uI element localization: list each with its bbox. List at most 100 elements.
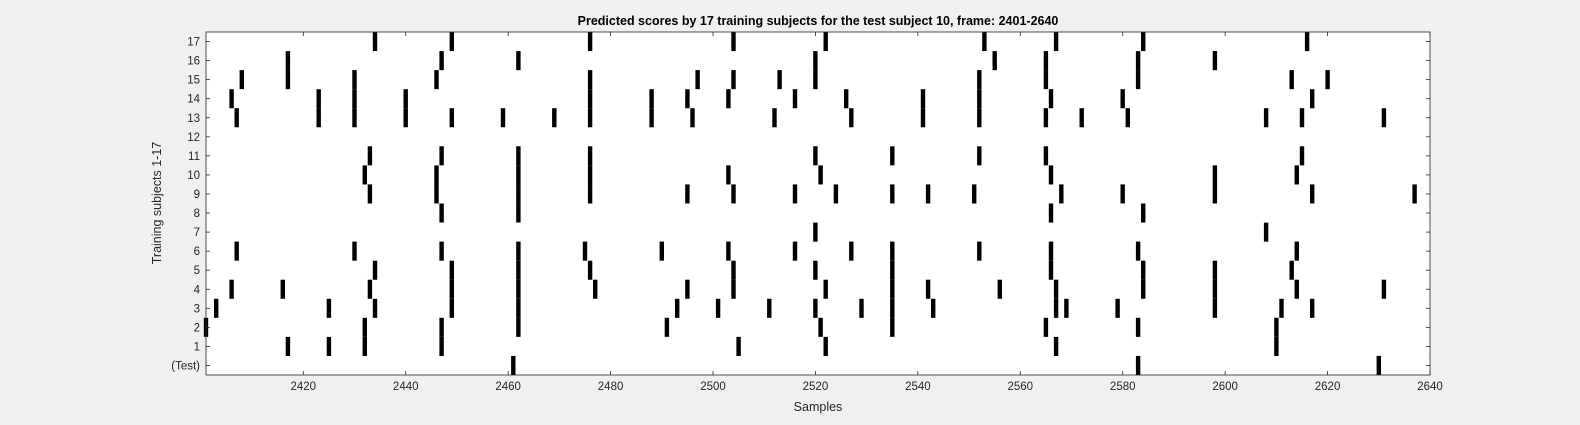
score-bar: [516, 298, 521, 318]
score-bar: [890, 279, 895, 299]
score-bar: [1048, 241, 1054, 261]
score-bar: [516, 241, 521, 261]
score-bar: [234, 108, 239, 128]
score-bar: [1212, 184, 1218, 204]
score-bar: [280, 279, 285, 299]
score-bar: [587, 89, 593, 109]
score-bar: [890, 146, 895, 166]
score-bar: [997, 279, 1002, 299]
score-bar: [516, 317, 521, 337]
y-tick-label: (Test): [171, 360, 200, 372]
score-bar: [439, 146, 444, 166]
score-bar: [1043, 51, 1049, 71]
y-axis-label: Training subjects 1-17: [150, 142, 164, 265]
score-bar: [849, 108, 854, 128]
x-tick-label: 2640: [1417, 381, 1443, 393]
score-bar: [1053, 279, 1059, 299]
score-bar: [1043, 70, 1049, 90]
score-bar: [352, 89, 357, 109]
score-bar: [1412, 184, 1417, 204]
score-bar: [925, 279, 931, 299]
score-bar: [1125, 108, 1130, 128]
score-bar: [229, 279, 234, 299]
score-bar: [1274, 336, 1279, 356]
score-bar: [434, 70, 439, 90]
score-bar: [890, 241, 895, 261]
score-bar: [1048, 89, 1054, 109]
score-bar: [1141, 32, 1146, 52]
y-tick-label: 5: [194, 265, 200, 277]
score-bar: [664, 317, 670, 337]
score-bar: [931, 298, 936, 318]
score-bar: [1053, 298, 1059, 318]
score-bar: [890, 317, 895, 337]
score-bar: [920, 89, 926, 109]
x-tick-label: 2420: [291, 381, 317, 393]
score-bar: [1304, 32, 1310, 52]
score-bar: [516, 260, 521, 280]
score-bar: [849, 241, 854, 261]
score-bar: [977, 241, 982, 261]
score-bar: [859, 298, 864, 318]
score-bar: [439, 317, 444, 337]
y-tick-label: 2: [194, 322, 200, 334]
x-tick-label: 2500: [700, 381, 726, 393]
score-bar: [792, 241, 798, 261]
score-bar: [972, 184, 977, 204]
score-bar: [403, 108, 408, 128]
score-bar: [1135, 241, 1141, 261]
score-bar: [439, 336, 444, 356]
score-bar: [449, 32, 454, 52]
score-bar: [844, 89, 849, 109]
score-bar: [767, 298, 772, 318]
score-bar: [1135, 317, 1141, 337]
score-bar: [372, 298, 378, 318]
score-bar: [1376, 355, 1381, 375]
score-bar: [890, 298, 895, 318]
y-tick-label: 3: [194, 303, 200, 315]
score-bar: [234, 241, 239, 261]
score-bar: [285, 70, 291, 90]
x-tick-label: 2600: [1212, 381, 1238, 393]
score-bar: [214, 298, 219, 318]
score-bar: [1120, 89, 1125, 109]
bar-layer: [203, 32, 1417, 375]
x-axis-label: Samples: [794, 400, 843, 414]
score-bar: [516, 165, 521, 185]
score-bar: [772, 108, 777, 128]
score-bar: [1048, 165, 1054, 185]
score-bar: [1115, 298, 1120, 318]
score-bar: [813, 298, 818, 318]
score-bar: [326, 298, 332, 318]
score-bar: [690, 108, 695, 128]
y-tick-label: 12: [187, 132, 200, 144]
score-bar: [813, 222, 818, 242]
score-bar: [516, 146, 521, 166]
score-bar: [890, 184, 895, 204]
score-bar: [1141, 203, 1146, 223]
score-bar: [439, 203, 444, 223]
score-bar: [500, 108, 506, 128]
chart-title: Predicted scores by 17 training subjects…: [578, 14, 1059, 28]
score-bar: [1212, 260, 1218, 280]
score-bar: [649, 108, 654, 128]
score-bar: [1279, 298, 1284, 318]
score-bar: [1289, 260, 1294, 280]
score-bar: [326, 336, 332, 356]
x-tick-label: 2520: [803, 381, 829, 393]
y-tick-label: 13: [187, 113, 200, 125]
score-bar: [726, 89, 731, 109]
score-bar: [726, 241, 731, 261]
score-bar: [516, 203, 521, 223]
score-bar: [1141, 260, 1146, 280]
score-bar: [439, 51, 444, 71]
score-bar: [403, 89, 408, 109]
score-bar: [1053, 336, 1059, 356]
score-bar: [823, 336, 828, 356]
score-bar: [582, 241, 588, 261]
score-bar: [982, 32, 987, 52]
score-bar: [372, 32, 378, 52]
score-bar: [1310, 184, 1315, 204]
